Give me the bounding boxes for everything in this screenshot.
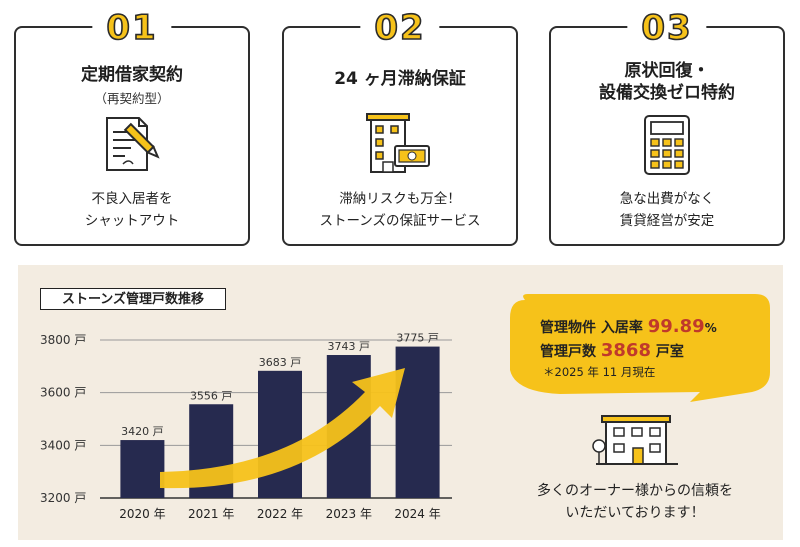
as-of-note: ＊2025 年 11 月現在 (543, 365, 656, 379)
data-label: 3683 戸 (259, 356, 302, 369)
data-label: 3775 戸 (396, 332, 439, 345)
trend-arrow (160, 368, 405, 489)
y-tick-label: 3600 戸 (40, 386, 86, 400)
x-tick-label: 2020 年 (119, 507, 165, 521)
y-tick-label: 3400 戸 (40, 438, 86, 452)
bar (120, 440, 165, 498)
occupancy-rate: 管理物件 入居率 99.89% (540, 316, 717, 337)
building-money-icon (365, 110, 435, 180)
card-title: 原状回復・ 設備交換ゼロ特約 (599, 61, 735, 103)
calculator-icon (641, 114, 693, 180)
card-number: 03 (627, 7, 707, 49)
card-number: 02 (360, 7, 440, 49)
data-label: 3743 戸 (328, 340, 371, 353)
feature-card-03: 03 原状回復・ 設備交換ゼロ特約 急な出費がなく 賃貸経営が安定 (549, 7, 785, 246)
x-tick-label: 2024 年 (394, 507, 440, 521)
chart-title: ストーンズ管理戸数推移 (40, 288, 226, 310)
y-tick-label: 3200 戸 (40, 491, 86, 505)
x-tick-label: 2021 年 (188, 507, 234, 521)
trust-message: 多くのオーナー様からの信頼を いただいております！ (537, 483, 733, 521)
data-label: 3420 戸 (121, 425, 164, 438)
feature-card-01: 01 定期借家契約 （再契約型） 不良入居者を シャットアウト (14, 7, 250, 246)
feature-card-02: 02 24 ヶ月滞納保証 滞納リスクも万全！ ストーンズの保証サービス (282, 7, 518, 246)
data-label: 3556 戸 (190, 389, 233, 402)
x-tick-label: 2023 年 (326, 507, 372, 521)
card-description: 急な出費がなく 賃貸経営が安定 (619, 191, 715, 229)
card-title: 24 ヶ月滞納保証 (334, 69, 466, 89)
card-description: 不良入居者を シャットアウト (84, 191, 180, 229)
card-number: 01 (92, 7, 172, 49)
y-tick-label: 3800 戸 (40, 333, 86, 347)
x-tick-label: 2022 年 (257, 507, 303, 521)
card-description: 滞納リスクも万全！ ストーンズの保証サービス (319, 191, 481, 229)
card-subtitle: （再契約型） (94, 91, 170, 106)
bar (258, 370, 302, 498)
apartment-building-icon (592, 415, 678, 465)
card-title: 定期借家契約 (81, 65, 183, 85)
contract-pen-icon (101, 114, 163, 178)
managed-units: 管理戸数 3868 戸室 (540, 340, 684, 361)
